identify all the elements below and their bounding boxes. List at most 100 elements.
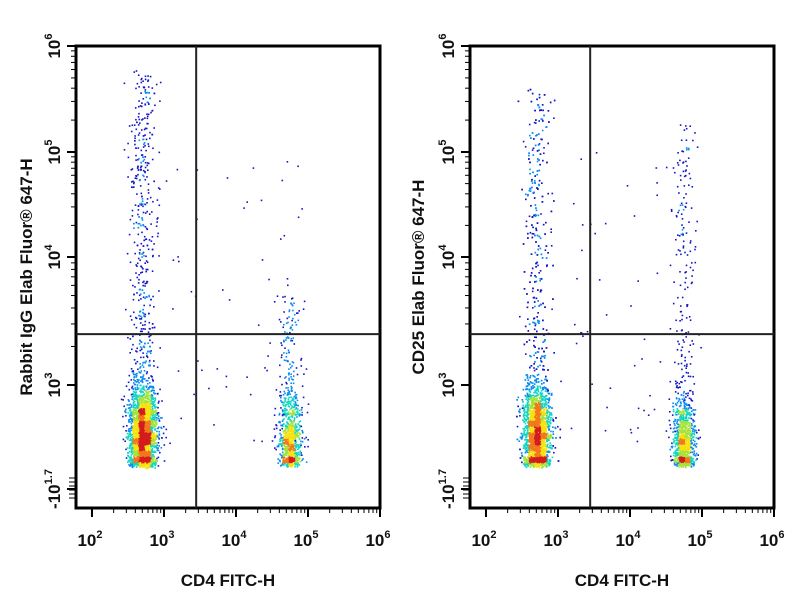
event-dot (284, 301, 286, 303)
event-dot (281, 414, 284, 417)
event-dot (291, 304, 294, 307)
event-dot (283, 439, 285, 441)
event-dot (285, 441, 288, 444)
event-dot (290, 327, 293, 329)
event-dot (137, 420, 140, 423)
event-dot (144, 166, 147, 169)
event-dot (151, 394, 153, 396)
event-dot (294, 428, 296, 430)
event-dot (145, 138, 148, 141)
event-dot (154, 403, 156, 406)
event-dot (297, 216, 300, 219)
event-dot (291, 297, 294, 299)
event-dot (279, 460, 281, 463)
event-dot (135, 317, 138, 320)
event-dot (289, 453, 292, 456)
event-dot (151, 378, 154, 381)
event-dot (138, 86, 140, 88)
event-dot (140, 397, 142, 400)
event-dot (141, 465, 144, 467)
event-dot (136, 436, 139, 439)
event-dot (152, 411, 154, 414)
event-dot (140, 348, 143, 351)
event-dot (137, 400, 139, 403)
event-dot (151, 387, 154, 389)
event-dot (155, 460, 158, 462)
event-dot (293, 455, 296, 458)
event-dot (137, 226, 140, 229)
event-dot (292, 444, 295, 446)
event-dot (139, 259, 141, 262)
event-dot (298, 454, 300, 456)
event-dot (278, 459, 281, 462)
event-dot (139, 439, 141, 442)
y-tick-label: 103 (43, 372, 64, 397)
event-dot (216, 368, 219, 370)
event-dot (140, 224, 142, 227)
event-dot (142, 98, 145, 100)
event-dot (302, 431, 304, 434)
event-dot (295, 393, 298, 396)
event-dot (145, 397, 147, 400)
event-dot (146, 198, 149, 200)
event-dot (134, 387, 136, 389)
event-dot (147, 169, 149, 171)
event-dot (144, 178, 147, 181)
event-dot (288, 373, 290, 376)
event-dot (287, 401, 289, 404)
event-dot (147, 444, 149, 447)
event-dot (288, 429, 291, 432)
event-dot (285, 415, 287, 418)
event-dot (159, 100, 161, 102)
event-dot (291, 464, 293, 467)
event-dot (151, 403, 154, 405)
event-dot (285, 322, 288, 325)
event-dot (293, 403, 295, 405)
event-dot (144, 324, 146, 326)
event-dot (147, 192, 150, 194)
event-dot (148, 442, 150, 445)
event-dot (149, 385, 151, 388)
event-dot (282, 401, 284, 404)
event-dot (152, 433, 155, 435)
event-dot (155, 423, 158, 426)
event-dot (137, 403, 140, 405)
event-dot (131, 461, 134, 464)
event-dot (152, 422, 155, 425)
event-dot (150, 441, 153, 443)
event-dot (292, 442, 295, 445)
event-dot (140, 149, 143, 152)
event-dot (152, 461, 154, 463)
event-dot (297, 319, 300, 322)
event-dot (142, 156, 145, 159)
event-dot (150, 397, 153, 399)
event-dot (155, 83, 158, 86)
event-dot (134, 143, 136, 146)
event-dot (144, 161, 147, 164)
event-dot (287, 387, 289, 389)
event-dot (298, 428, 301, 430)
event-dot (132, 426, 135, 429)
event-dot (290, 465, 293, 468)
event-dot (137, 124, 140, 126)
event-dot (301, 414, 303, 416)
event-dot (289, 327, 292, 330)
event-dot (137, 398, 139, 401)
event-dot (147, 439, 149, 441)
event-dot (197, 360, 199, 362)
event-dot (282, 403, 284, 406)
event-dot (151, 430, 153, 433)
event-dot (147, 421, 149, 423)
event-dot (139, 390, 141, 393)
event-dot (134, 462, 137, 465)
event-dot (139, 416, 142, 419)
event-dot (134, 433, 136, 435)
event-dot (134, 442, 137, 445)
event-dot (151, 407, 154, 410)
event-dot (142, 417, 144, 419)
event-dot (143, 438, 145, 440)
event-dot (143, 425, 146, 427)
event-dot (138, 410, 140, 412)
event-dot (286, 446, 289, 448)
event-dot (143, 346, 146, 349)
